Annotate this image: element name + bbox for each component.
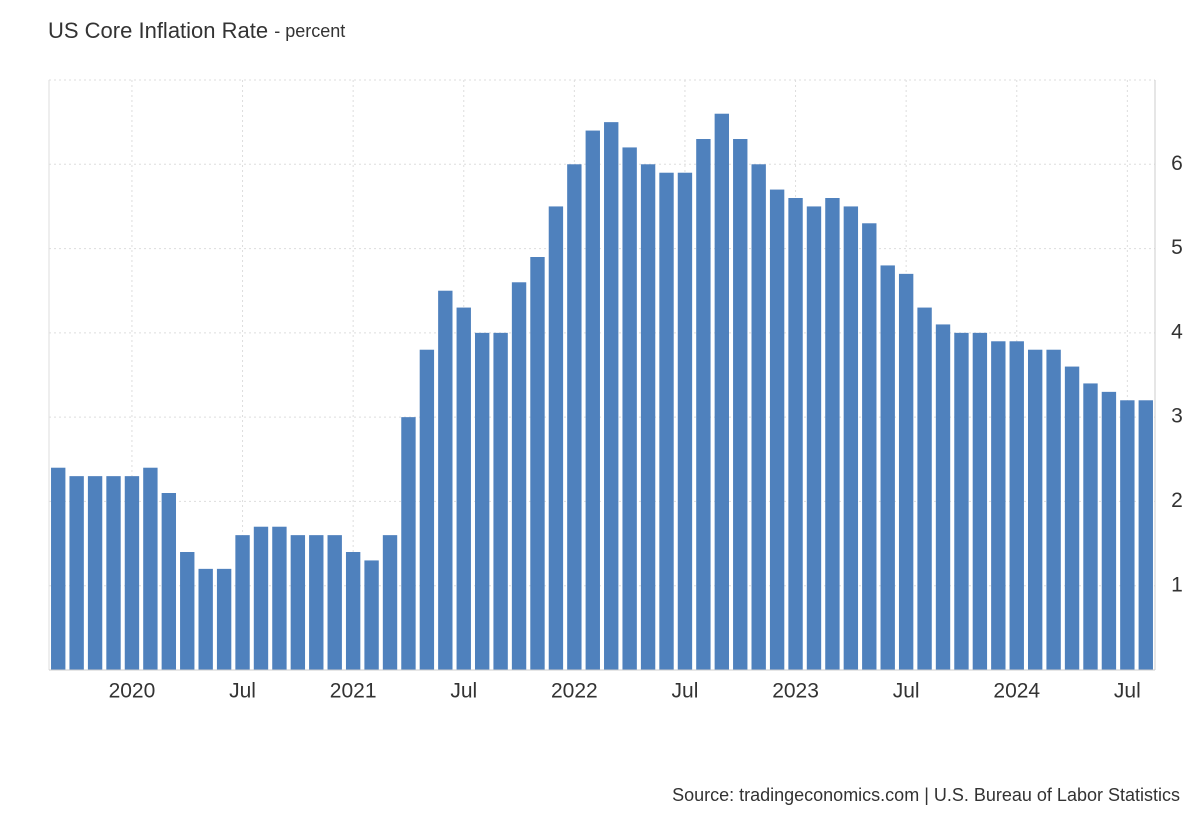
bar bbox=[622, 147, 637, 670]
bar bbox=[1046, 349, 1061, 670]
bar bbox=[235, 535, 250, 670]
y-tick-label: 1 bbox=[1171, 573, 1183, 596]
subtitle: - percent bbox=[274, 21, 345, 41]
x-tick-label: 2022 bbox=[551, 680, 598, 703]
bar bbox=[898, 273, 914, 670]
bar bbox=[1064, 366, 1080, 670]
bar bbox=[474, 332, 490, 670]
bar bbox=[272, 526, 287, 670]
x-tick-label: Jul bbox=[893, 680, 920, 703]
bar bbox=[1120, 400, 1135, 670]
bar bbox=[548, 206, 564, 670]
bar bbox=[382, 535, 398, 670]
x-tick-label: 2024 bbox=[993, 680, 1040, 703]
bar bbox=[143, 467, 158, 670]
bar bbox=[825, 198, 840, 670]
bar bbox=[751, 164, 766, 671]
bar bbox=[253, 526, 269, 670]
bar bbox=[401, 417, 416, 670]
y-tick-label: 6 bbox=[1171, 152, 1183, 175]
x-tick-label: Jul bbox=[450, 680, 477, 703]
bar bbox=[87, 476, 103, 670]
bar bbox=[161, 493, 177, 670]
bar bbox=[1101, 391, 1117, 670]
bar bbox=[862, 223, 877, 671]
x-tick-label: Jul bbox=[229, 680, 256, 703]
bar bbox=[806, 206, 822, 670]
x-tick-label: Jul bbox=[672, 680, 699, 703]
source: Source: tradingeconomics.com | U.S. Bure… bbox=[672, 785, 1180, 805]
bar bbox=[696, 139, 711, 670]
bar bbox=[438, 290, 453, 670]
bar bbox=[1138, 400, 1153, 670]
bar bbox=[604, 122, 619, 670]
y-tick-label: 2 bbox=[1171, 489, 1183, 512]
bar bbox=[585, 130, 600, 671]
bar bbox=[991, 341, 1006, 670]
bar bbox=[733, 139, 748, 670]
bar bbox=[714, 113, 730, 670]
bar bbox=[364, 560, 379, 670]
title: US Core Inflation Rate bbox=[48, 18, 268, 43]
bar bbox=[677, 172, 693, 670]
bar bbox=[530, 257, 545, 670]
y-tick-label: 3 bbox=[1171, 405, 1183, 428]
bar bbox=[788, 198, 803, 670]
bar bbox=[51, 467, 66, 670]
bar bbox=[567, 164, 582, 671]
x-tick-label: 2021 bbox=[330, 680, 377, 703]
bar bbox=[935, 324, 951, 670]
x-tick-label: Jul bbox=[1114, 680, 1141, 703]
bar bbox=[106, 476, 121, 670]
bar bbox=[1083, 383, 1098, 670]
x-tick-label: 2020 bbox=[109, 680, 156, 703]
bar bbox=[917, 307, 932, 670]
bar bbox=[290, 535, 306, 670]
bar bbox=[198, 568, 213, 670]
bar bbox=[972, 332, 988, 670]
bar bbox=[640, 164, 656, 671]
bar bbox=[309, 535, 324, 670]
bar bbox=[511, 282, 527, 670]
bar bbox=[769, 189, 785, 671]
bar bbox=[69, 476, 84, 670]
y-tick-label: 4 bbox=[1171, 320, 1183, 343]
bar bbox=[659, 172, 674, 670]
y-tick-label: 5 bbox=[1171, 236, 1183, 259]
bar bbox=[1009, 341, 1024, 670]
bar bbox=[180, 552, 195, 670]
bar bbox=[880, 265, 895, 670]
bar bbox=[327, 535, 342, 670]
bar bbox=[493, 332, 508, 670]
bar bbox=[456, 307, 471, 670]
x-tick-label: 2023 bbox=[772, 680, 819, 703]
chart-title: US Core Inflation Rate - percent bbox=[48, 18, 345, 43]
bar bbox=[954, 332, 969, 670]
bar bbox=[843, 206, 859, 670]
bar bbox=[419, 349, 435, 670]
bar bbox=[124, 476, 140, 670]
bar bbox=[216, 568, 232, 670]
bar bbox=[1027, 349, 1043, 670]
bar bbox=[345, 552, 361, 670]
